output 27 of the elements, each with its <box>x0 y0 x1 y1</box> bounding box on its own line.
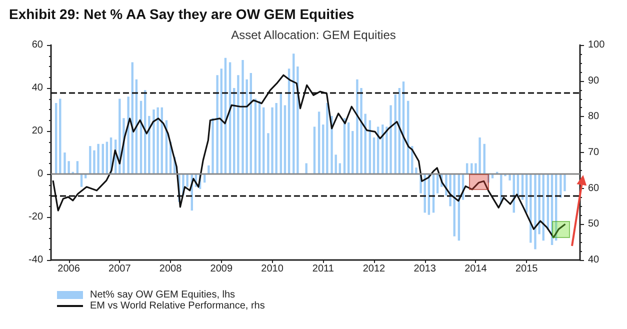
legend-label: EM vs World Relative Performance, rhs <box>90 300 265 312</box>
x-tick-label: 2010 <box>261 264 284 274</box>
y-tick-label: -20 <box>28 212 44 222</box>
y2-tick-label: 100 <box>588 40 606 50</box>
x-tick-label: 2009 <box>210 264 233 274</box>
y2-tick-label: 80 <box>588 111 600 122</box>
x-tick-label: 2014 <box>464 264 488 274</box>
x-tick-label: 2011 <box>312 264 334 274</box>
x-tick-label: 2012 <box>362 264 386 274</box>
y-tick-label: 60 <box>32 40 44 50</box>
y-tick-label: 40 <box>32 82 44 94</box>
legend-label: Net% say OW GEM Equities, lhs <box>90 290 236 300</box>
chart-subtitle: Asset Allocation: GEM Equities <box>231 28 396 42</box>
y-tick-label: 0 <box>37 168 44 180</box>
y2-tick-label: 90 <box>588 75 600 86</box>
chart-title: Exhibit 29: Net % AA Say they are OW GEM Equities <box>9 6 354 22</box>
y-tick-label: 20 <box>32 126 44 136</box>
x-tick-label: 2006 <box>58 264 80 274</box>
y2-tick-label: 70 <box>588 147 600 158</box>
y2-tick-label: 50 <box>588 218 600 230</box>
x-tick-label: 2008 <box>159 264 182 274</box>
x-tick-label: 2013 <box>414 264 436 274</box>
y-tick-label: -40 <box>28 254 44 266</box>
y2-tick-label: 60 <box>588 182 600 194</box>
x-tick-label: 2007 <box>108 264 132 274</box>
x-tick-label: 2015 <box>515 264 538 274</box>
y2-tick-label: 40 <box>588 254 600 266</box>
